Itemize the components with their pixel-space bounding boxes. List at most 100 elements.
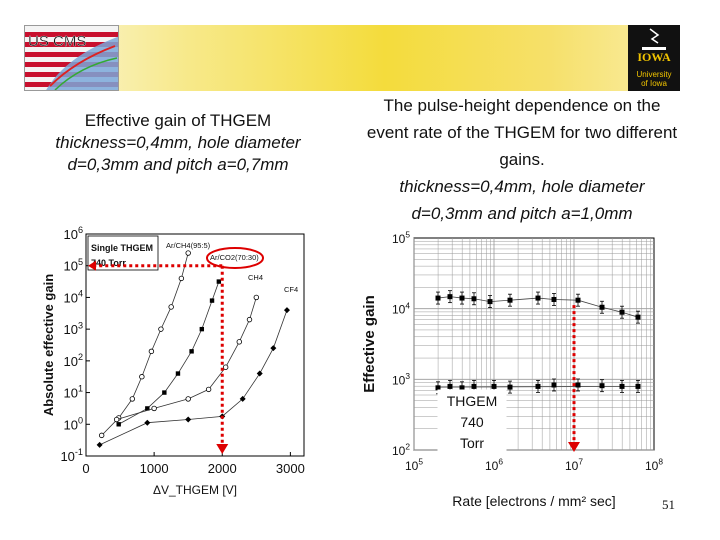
y-tick-label: 103 bbox=[63, 320, 83, 337]
y-tick-label: 105 bbox=[392, 230, 410, 246]
data-point bbox=[199, 326, 205, 332]
series-label: CF4 bbox=[284, 285, 298, 294]
data-point bbox=[491, 383, 497, 389]
data-point bbox=[535, 295, 541, 301]
data-point bbox=[256, 370, 263, 377]
data-point bbox=[507, 384, 513, 390]
us-cms-logo: US CMS bbox=[24, 25, 119, 91]
data-point bbox=[139, 374, 145, 380]
data-point bbox=[599, 383, 605, 389]
series-label: CH4 bbox=[248, 273, 263, 282]
data-point bbox=[507, 297, 513, 303]
annotation-box bbox=[437, 389, 507, 455]
data-point bbox=[185, 396, 191, 402]
legend-title: Single THGEM bbox=[91, 243, 153, 253]
legend-subtitle: 740 Torr bbox=[91, 258, 126, 268]
data-point bbox=[246, 316, 253, 323]
annotation-line2: 740 bbox=[460, 414, 484, 430]
series-line bbox=[116, 297, 257, 420]
y-tick-label: 101 bbox=[63, 384, 83, 401]
data-point bbox=[178, 275, 185, 282]
data-point bbox=[113, 416, 120, 423]
voltage-reference-arrowhead bbox=[216, 444, 229, 454]
data-point bbox=[270, 345, 277, 352]
data-point bbox=[185, 250, 191, 256]
x-axis-label: Rate [electrons / mm² sec] bbox=[452, 493, 615, 509]
data-point bbox=[209, 298, 215, 303]
y-tick-label: 106 bbox=[63, 225, 83, 242]
data-point bbox=[96, 441, 103, 448]
x-tick-label: 1000 bbox=[140, 461, 169, 476]
y-tick-label: 102 bbox=[63, 352, 83, 369]
header-banner bbox=[24, 25, 680, 91]
data-point bbox=[551, 296, 557, 302]
gain-vs-rate-chart: 102 103 104 105 105 106 107 108 Effective gain Ra… bbox=[358, 224, 678, 525]
data-point bbox=[239, 395, 246, 402]
annotation-line1: THGEM bbox=[447, 393, 498, 409]
series-line bbox=[118, 281, 220, 425]
x-axis-label: ΔV_THGEM [V] bbox=[153, 483, 237, 497]
data-point bbox=[575, 382, 581, 388]
annotation-line3: Torr bbox=[460, 435, 484, 451]
iowa-mark: IOWA bbox=[637, 50, 671, 64]
data-point bbox=[487, 299, 493, 305]
data-point bbox=[283, 307, 290, 314]
right-heading: The pulse-height dependence on the event… bbox=[366, 92, 678, 227]
x-tick-label: 106 bbox=[485, 457, 503, 473]
x-tick-label: 105 bbox=[405, 457, 423, 473]
x-tick-label: 3000 bbox=[276, 461, 305, 476]
data-point bbox=[435, 295, 441, 301]
iowa-line1: University bbox=[636, 70, 671, 79]
data-point bbox=[459, 295, 465, 301]
data-point bbox=[148, 348, 155, 355]
y-tick-label: 102 bbox=[392, 442, 410, 458]
gain-reference-arrowhead bbox=[88, 260, 96, 271]
data-point bbox=[236, 339, 242, 345]
series-label: Ar/CO2(70:30) bbox=[210, 253, 259, 262]
iowa-line2: of Iowa bbox=[641, 79, 667, 88]
data-point bbox=[162, 390, 167, 395]
data-point bbox=[253, 294, 260, 301]
data-point bbox=[185, 416, 192, 423]
x-tick-label: 0 bbox=[82, 461, 89, 476]
x-tick-label: 108 bbox=[645, 457, 663, 473]
data-point bbox=[459, 385, 465, 391]
data-point bbox=[635, 383, 641, 389]
x-tick-label: 107 bbox=[565, 457, 583, 473]
rate-reference-arrowhead bbox=[568, 442, 580, 452]
y-tick-label: 100 bbox=[63, 415, 83, 432]
right-heading-title: The pulse-height dependence on the event… bbox=[366, 96, 678, 169]
data-point bbox=[619, 309, 625, 315]
right-heading-params: thickness=0,4mm, hole diameter d=0,3mm a… bbox=[399, 177, 645, 223]
data-point bbox=[175, 371, 181, 376]
data-point bbox=[551, 382, 557, 388]
data-point bbox=[205, 386, 212, 393]
data-point bbox=[158, 326, 164, 332]
left-heading-params: thickness=0,4mm, hole diameter d=0,3mm a… bbox=[55, 133, 301, 174]
left-heading: Effective gain of THGEM thickness=0,4mm,… bbox=[44, 110, 312, 176]
data-point bbox=[98, 432, 105, 439]
y-axis-label: Effective gain bbox=[361, 295, 378, 393]
y-tick-label: 105 bbox=[63, 257, 83, 274]
y-tick-label: 103 bbox=[392, 371, 410, 387]
data-point bbox=[222, 364, 229, 370]
y-axis-label: Absolute effective gain bbox=[41, 274, 56, 416]
university-of-iowa-logo: IOWA University of Iowa bbox=[628, 25, 680, 91]
data-point bbox=[535, 383, 541, 389]
data-point bbox=[151, 405, 157, 412]
data-point bbox=[635, 314, 641, 320]
data-point bbox=[435, 385, 441, 391]
data-point bbox=[144, 419, 151, 426]
data-point bbox=[447, 294, 453, 300]
y-tick-label: 104 bbox=[392, 300, 410, 316]
data-point bbox=[619, 383, 625, 389]
y-tick-label: 104 bbox=[63, 289, 83, 306]
data-point bbox=[575, 297, 581, 303]
data-point bbox=[145, 406, 150, 411]
data-point bbox=[471, 383, 477, 389]
highlight-ellipse bbox=[206, 247, 264, 269]
data-point bbox=[447, 383, 453, 389]
y-tick-label: 10-1 bbox=[60, 447, 83, 464]
gain-vs-voltage-chart: 10-1 100 101 102 103 104 105 106 0 1000 2000 3000 Ab… bbox=[38, 224, 318, 519]
x-tick-label: 2000 bbox=[208, 461, 237, 476]
